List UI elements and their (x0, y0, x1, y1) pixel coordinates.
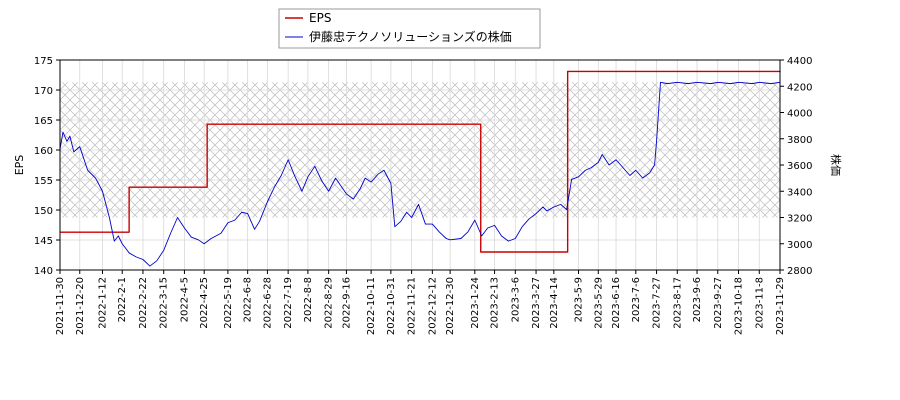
x-tick-label: 2023-1-24 (470, 277, 481, 329)
x-tick-label: 2022-11-21 (407, 277, 418, 335)
y-right-tick-label: 4400 (787, 56, 812, 67)
x-tick-label: 2023-5-29 (593, 277, 604, 329)
x-tick-label: 2023-5-9 (574, 277, 585, 322)
x-tick-label: 2022-3-15 (159, 277, 170, 329)
x-tick-label: 2023-9-27 (713, 277, 724, 329)
x-tick-label: 2023-8-17 (672, 277, 683, 329)
y-left-tick-label: 175 (34, 56, 53, 67)
x-tick-label: 2022-12-12 (427, 277, 438, 335)
x-tick-label: 2022-12-30 (445, 277, 456, 335)
x-tick-label: 2023-9-6 (692, 277, 703, 322)
x-tick-label: 2023-7-6 (631, 277, 642, 322)
x-tick-label: 2022-8-8 (303, 277, 314, 322)
y-left-tick-label: 160 (34, 146, 53, 157)
x-tick-label: 2023-6-16 (611, 277, 622, 329)
y-left-tick-label: 150 (34, 206, 53, 217)
x-tick-label: 2022-4-5 (179, 277, 190, 322)
series-line-eps (60, 70, 781, 253)
y-right-tick-label: 3000 (787, 240, 812, 251)
y-left-tick-label: 170 (34, 86, 53, 97)
x-tick-label: 2023-11-8 (754, 277, 765, 329)
x-tick-label: 2021-12-20 (75, 277, 86, 335)
x-tick-label: 2022-1-12 (97, 277, 108, 329)
legend-label-eps: EPS (309, 11, 331, 25)
y-left-tick-label: 145 (34, 236, 53, 247)
y-right-tick-label: 2800 (787, 266, 812, 277)
y-left-tick-label: 140 (34, 266, 53, 277)
x-tick-label: 2023-2-13 (490, 277, 501, 329)
legend-label-price: 伊藤忠テクノソリューションズの株価 (309, 29, 512, 44)
x-tick-label: 2022-2-1 (117, 277, 128, 322)
x-tick-label: 2023-7-27 (652, 277, 663, 329)
y-right-tick-label: 4200 (787, 82, 812, 93)
series-layer (59, 70, 781, 267)
y-right-tick-label: 3200 (787, 214, 812, 225)
x-tick-label: 2023-4-14 (549, 277, 560, 329)
x-tick-label: 2023-11-29 (775, 277, 786, 335)
y-right-tick-label: 4000 (787, 109, 812, 120)
y-right-tick-label: 3400 (787, 187, 812, 198)
x-tick-label: 2022-9-16 (341, 277, 352, 329)
legend: EPS 伊藤忠テクノソリューションズの株価 (278, 8, 541, 49)
x-tick-label: 2022-10-31 (386, 277, 397, 335)
x-tick-label: 2022-5-19 (223, 277, 234, 329)
y-left-axis-label: EPS (13, 155, 26, 176)
x-tick-label: 2022-8-29 (324, 277, 335, 329)
x-tick-label: 2023-3-27 (531, 277, 542, 329)
x-tick-label: 2022-7-19 (283, 277, 294, 329)
y-right-tick-label: 3800 (787, 135, 812, 146)
x-tick-label: 2023-10-18 (734, 277, 745, 335)
y-left-tick-label: 165 (34, 116, 53, 127)
x-tick-label: 2023-3-6 (510, 277, 521, 322)
y-right-tick-label: 3600 (787, 161, 812, 172)
axis-layer: 140 145 150 155 160 165 170 175 2800 3000 3200 3400… (34, 56, 813, 335)
legend-box (278, 8, 541, 49)
x-tick-label: 2021-11-30 (55, 277, 66, 335)
y-left-tick-label: 155 (34, 176, 53, 187)
x-tick-label: 2022-2-22 (138, 277, 149, 329)
x-tick-label: 2022-6-28 (262, 277, 273, 329)
y-right-axis-label: 株価 (829, 154, 843, 176)
series-line-price (59, 81, 781, 267)
x-tick-label: 2022-6-8 (243, 277, 254, 322)
x-tick-label: 2022-4-25 (199, 277, 210, 329)
x-tick-label: 2022-10-11 (366, 277, 377, 335)
